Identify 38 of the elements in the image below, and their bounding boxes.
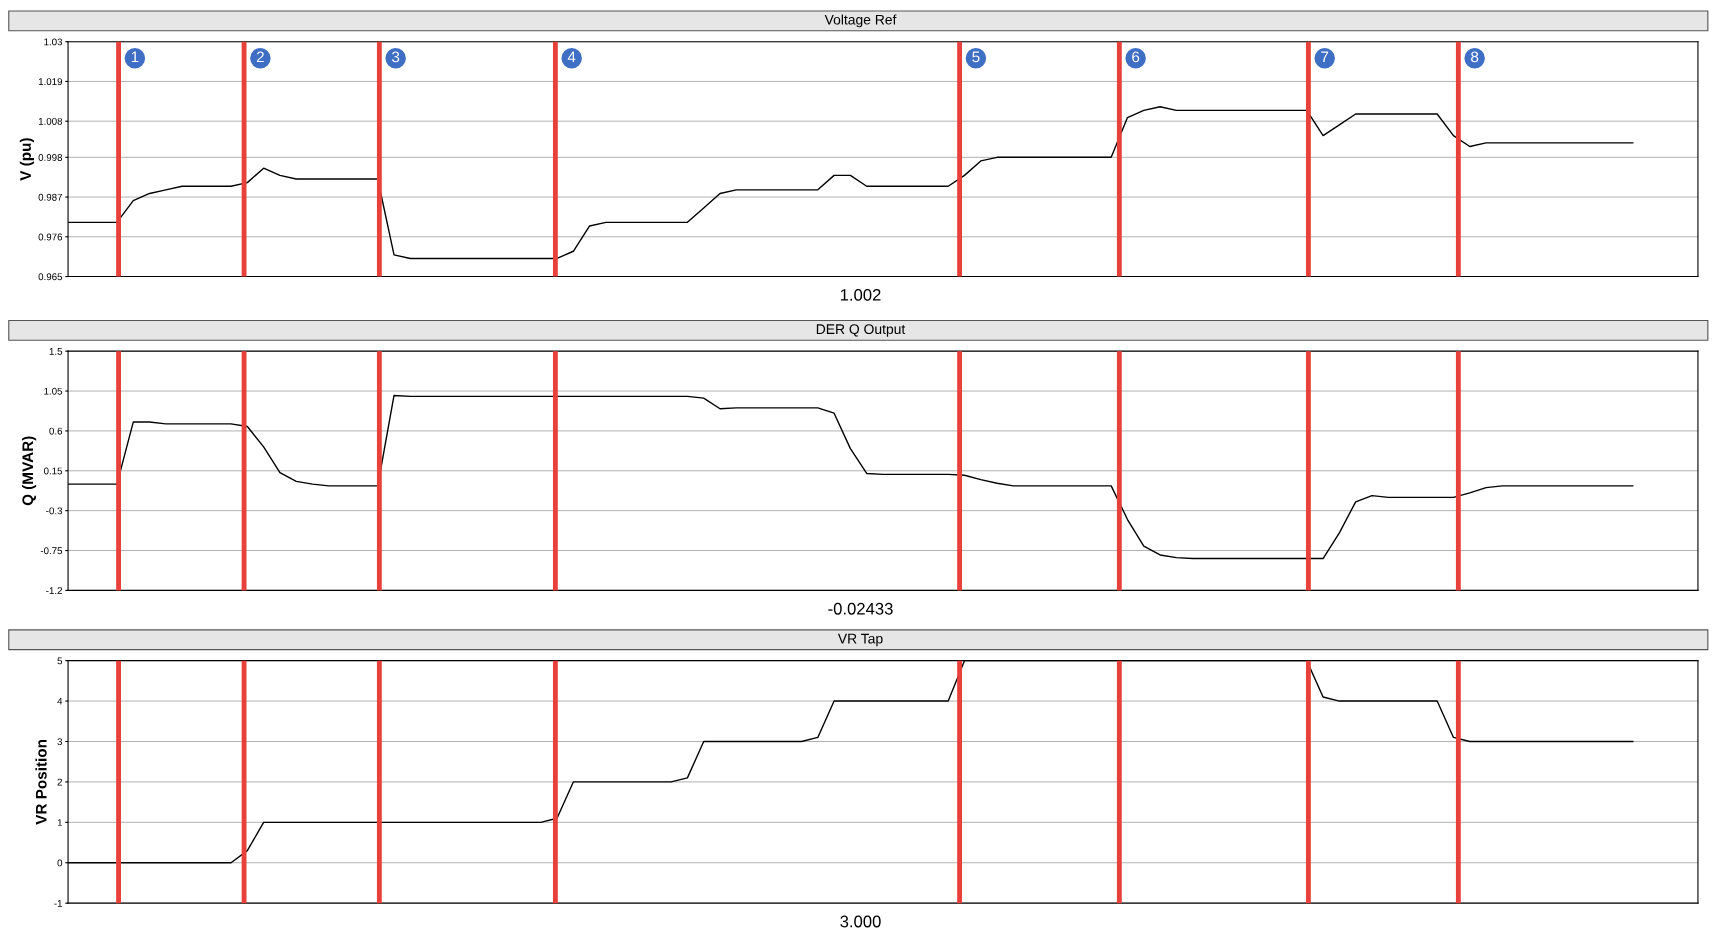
y-tick-label: -1.2 bbox=[46, 587, 63, 594]
y-tick-label: 0.6 bbox=[49, 427, 63, 435]
y-tick-label: 5 bbox=[57, 657, 63, 665]
y-tick-label: -1 bbox=[54, 900, 63, 907]
annotation: 1 bbox=[131, 51, 139, 63]
y-axis-title: V (pu) bbox=[19, 138, 34, 181]
chart-title: DER Q Output bbox=[816, 324, 906, 337]
y-tick-label: 0.987 bbox=[38, 193, 63, 201]
chart-title: VR Tap bbox=[837, 633, 883, 647]
y-tick-label: -0.75 bbox=[40, 547, 63, 555]
annotation: 6 bbox=[1132, 51, 1140, 63]
annotation: 3 bbox=[391, 51, 400, 63]
y-tick-label: 1.03 bbox=[44, 38, 63, 46]
y-tick-label: 0.965 bbox=[38, 273, 63, 281]
annotation: 5 bbox=[972, 51, 980, 63]
y-tick-label: 0.15 bbox=[43, 467, 63, 475]
y-tick-label: 1.5 bbox=[49, 348, 63, 355]
y-tick-label: 2 bbox=[57, 778, 63, 786]
y-tick-label: -0.3 bbox=[46, 507, 63, 515]
y-tick-label: 1 bbox=[57, 819, 63, 826]
y-tick-label: 1.008 bbox=[38, 117, 63, 125]
chart-title: Voltage Ref bbox=[824, 14, 897, 28]
y-tick-label: 1.05 bbox=[44, 387, 63, 395]
y-tick-label: 3 bbox=[57, 738, 63, 746]
annotation: 4 bbox=[567, 51, 576, 63]
y-axis-title: Q (MVAR) bbox=[21, 436, 37, 506]
y-tick-label: 1.019 bbox=[38, 78, 63, 86]
annotation: 7 bbox=[1321, 51, 1329, 63]
annotation: 2 bbox=[256, 51, 264, 63]
text: -0.02433 bbox=[828, 602, 893, 615]
y-tick-label: 0.998 bbox=[38, 154, 63, 161]
y-tick-label: 0.976 bbox=[38, 233, 63, 241]
text: 3.000 bbox=[840, 915, 881, 928]
y-tick-label: 4 bbox=[57, 697, 63, 705]
annotation: 8 bbox=[1471, 51, 1479, 63]
y-tick-label: 0 bbox=[57, 859, 63, 867]
y-axis-title: VR Position bbox=[35, 739, 47, 825]
text: 1.002 bbox=[840, 288, 881, 301]
